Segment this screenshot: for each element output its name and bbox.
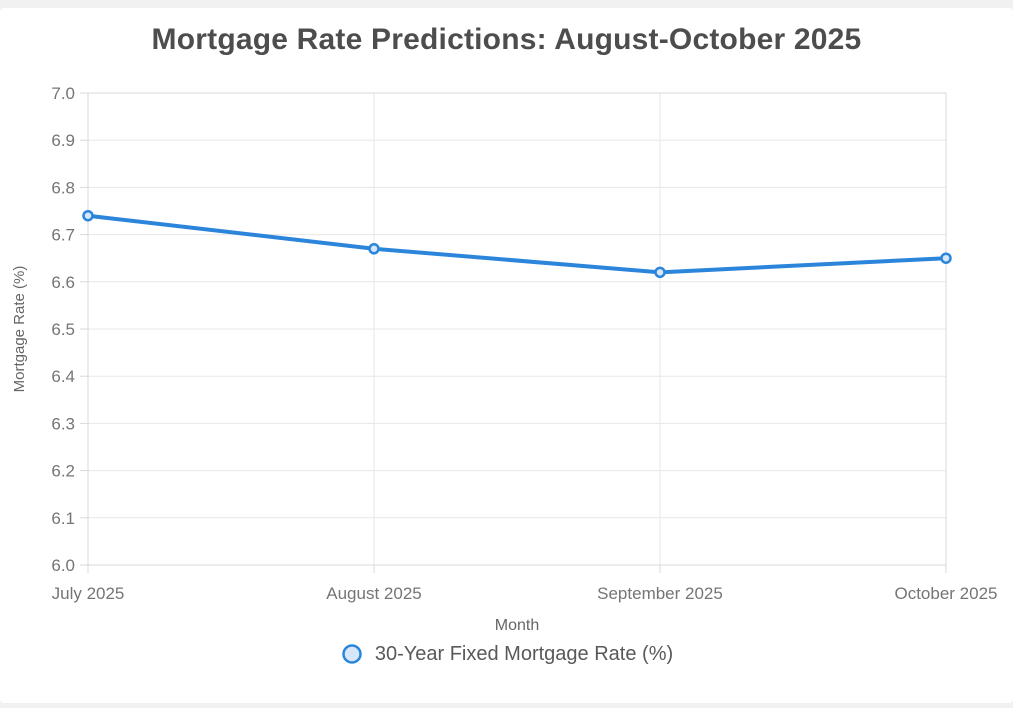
x-tick-label: September 2025 [597,584,723,603]
y-tick-label: 6.8 [51,178,75,197]
chart-title: Mortgage Rate Predictions: August-Octobe… [151,23,862,56]
y-tick-label: 6.1 [51,509,75,528]
data-point[interactable] [82,209,94,222]
data-point[interactable] [368,243,380,255]
x-axis-title: Month [495,617,539,634]
plot-area [87,92,947,566]
x-tick-label: July 2025 [52,584,125,603]
legend-label: 30-Year Fixed Mortgage Rate (%) [374,642,674,665]
y-tick-label: 6.7 [51,226,75,245]
y-tick-label: 7.0 [51,84,75,103]
y-tick-label: 6.0 [51,556,75,575]
chart-legend: 30-Year Fixed Mortgage Rate (%) [0,642,1013,666]
line-chart-canvas[interactable]: 6.0 6.1 6.2 6.3 6.4 6.5 6.6 6.7 6.8 6.9 7.0 July 20… [0,80,1013,640]
y-tick-label: 6.2 [51,462,75,481]
data-point[interactable] [940,252,952,264]
data-point[interactable] [654,266,666,279]
y-tick-label: 6.3 [51,414,75,433]
x-tick-label: August 2025 [326,584,421,603]
x-tick-label: October 2025 [894,584,997,603]
y-tick-label: 6.4 [51,367,75,386]
chart-card: Mortgage Rate Predictions: August-Octobe… [0,8,1013,703]
y-tick-label: 6.5 [51,320,75,339]
y-tick-label: 6.6 [51,273,75,292]
y-tick-label: 6.9 [51,131,75,150]
series-line [86,213,948,275]
y-axis-title: Mortgage Rate (%) [11,266,28,393]
legend-point-icon [342,644,362,664]
legend-item[interactable]: 30-Year Fixed Mortgage Rate (%) [340,642,673,666]
